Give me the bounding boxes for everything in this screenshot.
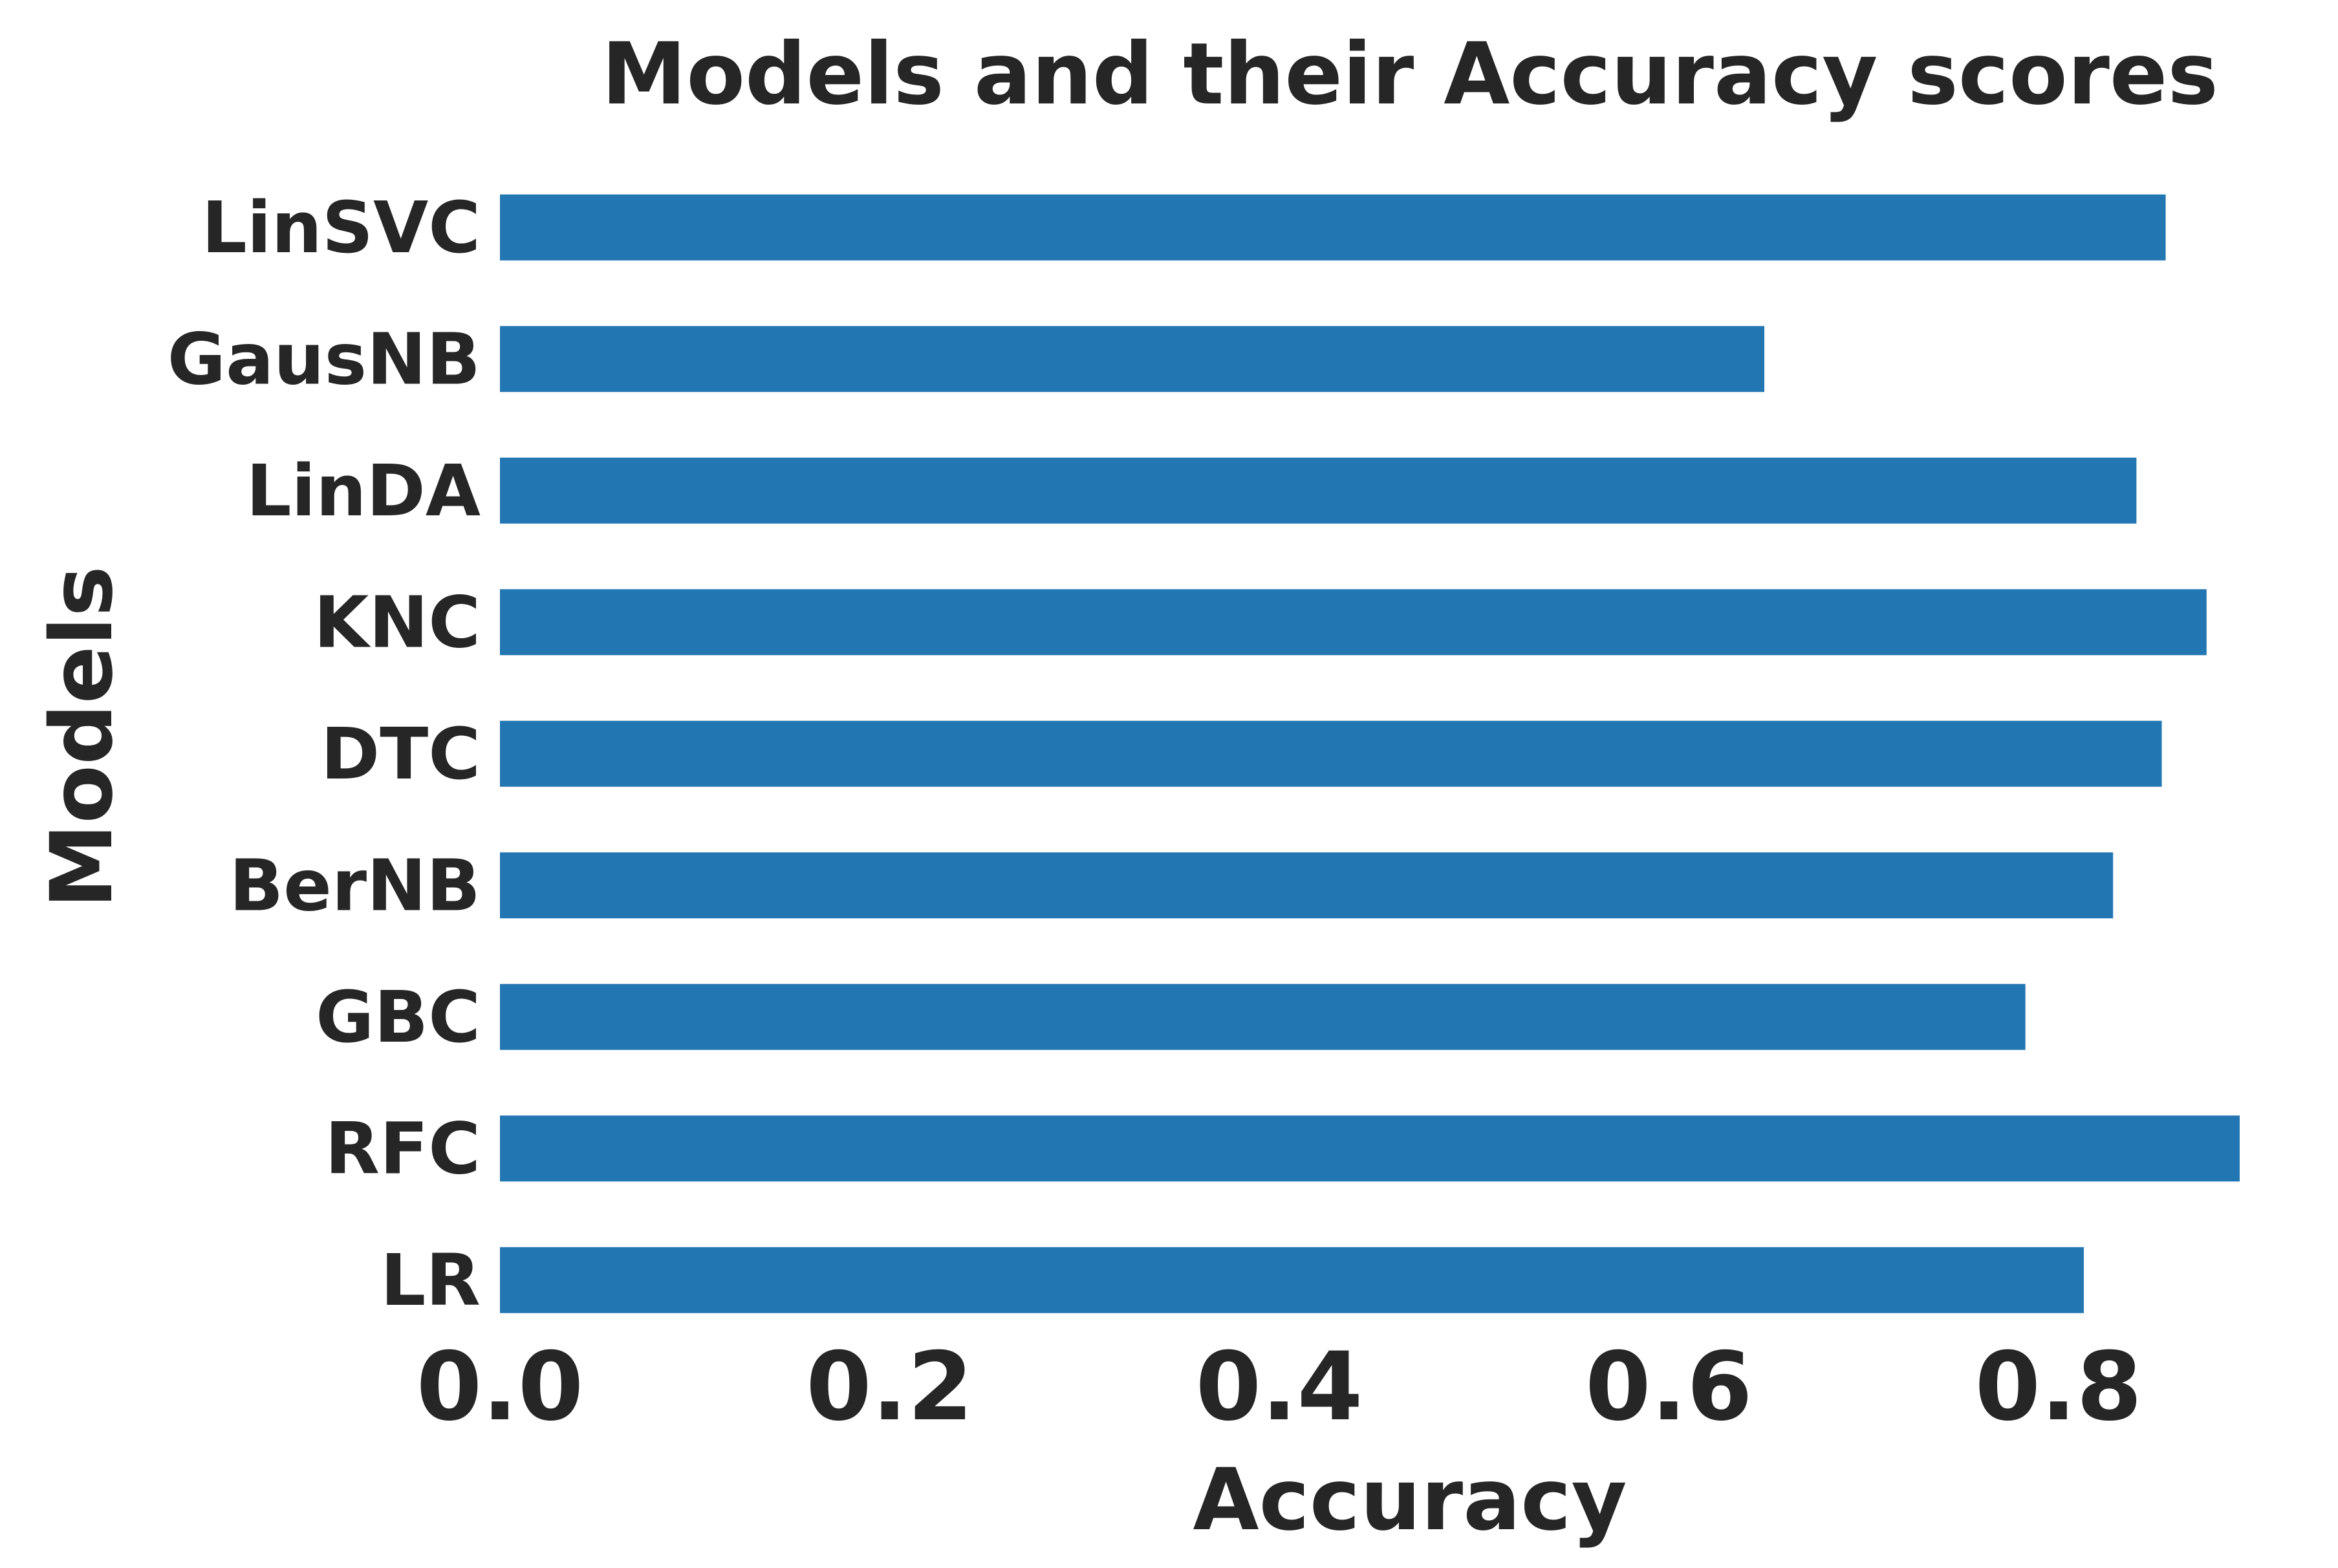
x-tick-labels: 0.0 0.2 0.4 0.6 0.8	[417, 1332, 2142, 1442]
y-axis-label: Models	[32, 566, 132, 908]
category-label-lr: LR	[380, 1239, 481, 1322]
x-tick-label-2: 0.4	[1196, 1332, 1363, 1442]
bar-lr	[500, 1247, 2084, 1313]
chart-title: Models and their Accuracy scores	[601, 25, 2218, 124]
bars-layer	[500, 194, 2240, 1313]
category-label-linda: LinDA	[246, 449, 481, 532]
category-label-dtc: DTC	[321, 713, 481, 795]
x-tick-label-3: 0.6	[1585, 1332, 1753, 1442]
category-label-gausnb: GausNB	[168, 317, 481, 400]
category-labels: LinSVC GausNB LinDA KNC DTC BerNB GBC RFC LR	[168, 186, 481, 1322]
bar-gbc	[500, 983, 2026, 1050]
x-tick-label-1: 0.2	[806, 1332, 973, 1442]
category-label-rfc: RFC	[325, 1107, 481, 1190]
category-label-bernb: BerNB	[229, 844, 481, 927]
bar-gausnb	[500, 326, 1764, 392]
bar-bernb	[500, 852, 2114, 919]
category-label-linsvc: LinSVC	[202, 186, 481, 269]
category-label-knc: KNC	[314, 581, 481, 663]
bar-dtc	[500, 720, 2162, 787]
category-label-gbc: GBC	[316, 976, 481, 1058]
bar-linsvc	[500, 194, 2166, 261]
bar-rfc	[500, 1115, 2240, 1182]
bar-linda	[500, 457, 2137, 524]
x-axis-label: Accuracy	[1193, 1450, 1627, 1550]
x-tick-label-4: 0.8	[1975, 1332, 2143, 1442]
bar-knc	[500, 589, 2207, 656]
x-tick-label-0: 0.0	[417, 1332, 584, 1442]
